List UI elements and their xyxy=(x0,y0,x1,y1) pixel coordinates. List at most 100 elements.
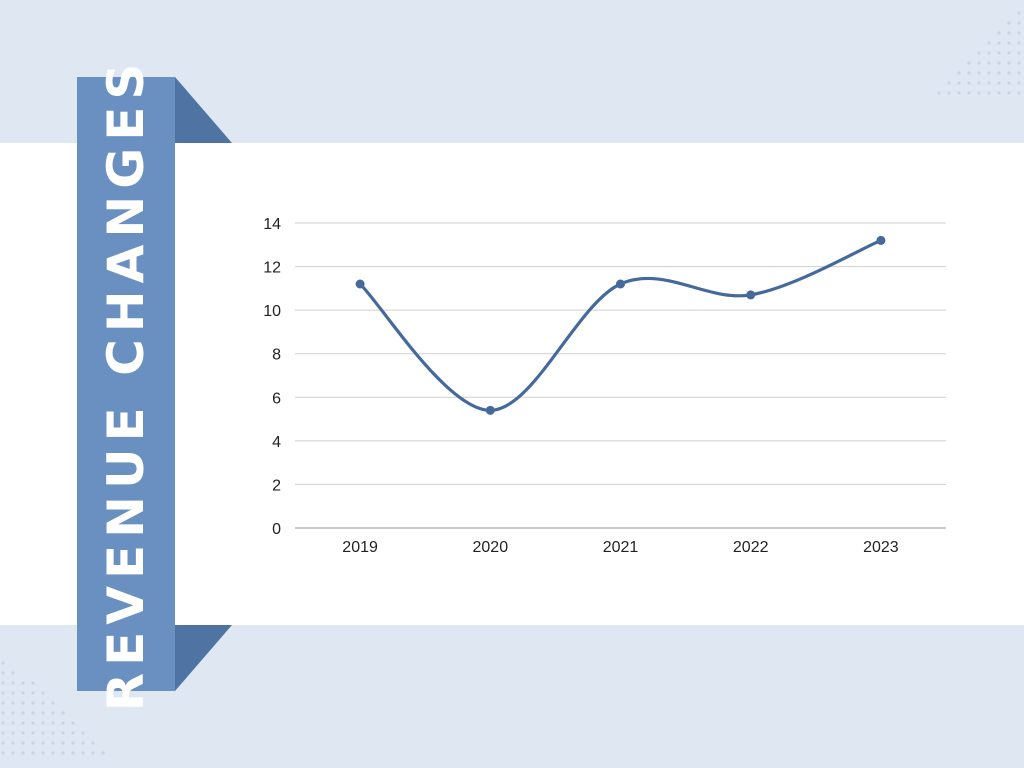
dot xyxy=(1017,71,1021,75)
dot xyxy=(1007,51,1011,55)
dot xyxy=(1007,41,1011,45)
dot xyxy=(21,711,25,715)
dot xyxy=(31,751,35,755)
dot xyxy=(21,681,25,685)
decorative-dot-pattern-bottom-left xyxy=(1,661,105,755)
dot xyxy=(91,741,95,745)
dot xyxy=(21,721,25,725)
dot xyxy=(1,711,5,715)
dot xyxy=(987,91,991,95)
dot xyxy=(41,711,45,715)
dot xyxy=(1017,81,1021,85)
y-tick-label: 6 xyxy=(272,390,281,407)
x-tick-label: 2022 xyxy=(733,539,769,556)
dot xyxy=(1,691,5,695)
y-tick-label: 4 xyxy=(272,434,281,451)
dot xyxy=(1,731,5,735)
dot xyxy=(977,81,981,85)
dot xyxy=(51,711,55,715)
dot xyxy=(31,711,35,715)
dot xyxy=(61,731,65,735)
dot xyxy=(997,91,1001,95)
dot xyxy=(1017,31,1021,35)
dot xyxy=(71,741,75,745)
dot xyxy=(61,721,65,725)
dot xyxy=(1007,21,1011,25)
dot xyxy=(81,751,85,755)
dot xyxy=(997,51,1001,55)
y-tick-label: 2 xyxy=(272,477,281,494)
x-tick-label: 2020 xyxy=(473,539,509,556)
dot xyxy=(1007,31,1011,35)
dot xyxy=(21,731,25,735)
dot xyxy=(977,61,981,65)
dot xyxy=(1007,81,1011,85)
dot xyxy=(1007,91,1011,95)
dot xyxy=(31,691,35,695)
y-tick-label: 12 xyxy=(263,260,281,277)
dot xyxy=(1017,21,1021,25)
data-point xyxy=(485,405,495,415)
y-tick-label: 0 xyxy=(272,521,281,538)
dot xyxy=(987,61,991,65)
dot xyxy=(937,91,941,95)
dot xyxy=(967,91,971,95)
dot xyxy=(21,751,25,755)
x-tick-label: 2023 xyxy=(863,539,899,556)
dot xyxy=(987,71,991,75)
dot xyxy=(967,81,971,85)
ribbon-top-fold xyxy=(175,77,232,143)
dot xyxy=(41,701,45,705)
dot xyxy=(91,751,95,755)
dot xyxy=(71,731,75,735)
dot xyxy=(71,721,75,725)
y-tick-label: 14 xyxy=(263,216,281,233)
dot xyxy=(1017,11,1021,15)
dot xyxy=(1,701,5,705)
dot xyxy=(21,691,25,695)
dot xyxy=(1017,61,1021,65)
x-tick-label: 2019 xyxy=(342,539,378,556)
data-point xyxy=(355,279,365,289)
dot xyxy=(1,751,5,755)
dot xyxy=(997,81,1001,85)
y-tick-label: 10 xyxy=(263,303,281,320)
dot xyxy=(967,61,971,65)
dot xyxy=(957,81,961,85)
dot xyxy=(987,41,991,45)
dot xyxy=(1,681,5,685)
dot xyxy=(11,701,15,705)
dot xyxy=(31,731,35,735)
dot xyxy=(1017,51,1021,55)
dot xyxy=(11,691,15,695)
dot xyxy=(11,751,15,755)
dot xyxy=(997,41,1001,45)
dot xyxy=(1007,71,1011,75)
dot xyxy=(947,81,951,85)
dot xyxy=(957,91,961,95)
dot xyxy=(51,701,55,705)
dot xyxy=(11,671,15,675)
dot xyxy=(11,741,15,745)
dot xyxy=(1,661,5,665)
dot xyxy=(51,721,55,725)
dot xyxy=(11,721,15,725)
dot xyxy=(997,31,1001,35)
dot xyxy=(61,751,65,755)
dot xyxy=(957,71,961,75)
dot xyxy=(51,741,55,745)
dot xyxy=(41,751,45,755)
dot xyxy=(41,741,45,745)
dot xyxy=(997,61,1001,65)
dot xyxy=(977,51,981,55)
dot xyxy=(977,71,981,75)
dot xyxy=(31,721,35,725)
dot xyxy=(1,721,5,725)
title-ribbon xyxy=(77,77,175,691)
dot xyxy=(51,731,55,735)
dot xyxy=(81,741,85,745)
series-line xyxy=(358,238,883,412)
dot xyxy=(61,711,65,715)
dot xyxy=(41,691,45,695)
dot xyxy=(11,731,15,735)
